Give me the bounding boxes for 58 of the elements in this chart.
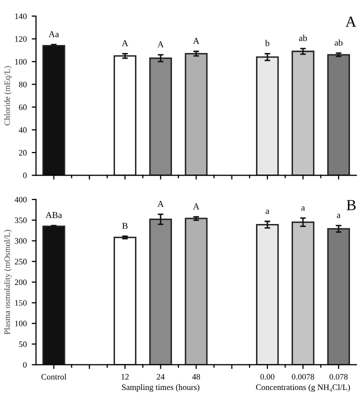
bar	[292, 50, 314, 176]
bar	[292, 222, 314, 365]
data-label: B	[122, 222, 128, 229]
y-tick-label: 150	[15, 300, 27, 306]
y-tick-label: 300	[14, 238, 27, 244]
y-tick-label: 100	[15, 58, 27, 65]
data-label: ab	[299, 34, 307, 42]
bar	[149, 218, 172, 365]
bar	[114, 236, 136, 365]
y-tick-label: 400	[14, 196, 27, 202]
bar	[184, 218, 208, 365]
y-tick-label: 120	[15, 36, 27, 42]
data-label: ABa	[46, 212, 62, 218]
bar	[42, 44, 66, 176]
text: Concentrations (g NH₄Cl/L)	[256, 384, 350, 392]
bar	[327, 228, 350, 365]
bar	[42, 226, 66, 365]
y-tick-label: 60	[18, 104, 27, 110]
y-tick-label: 80	[18, 82, 27, 88]
text: Sampling times (hours)	[122, 384, 200, 392]
data-label: A	[122, 40, 128, 46]
y-tick-label: 40	[18, 127, 27, 133]
data-label: Aa	[48, 31, 59, 38]
y-tick-label: 200	[14, 279, 27, 286]
y-tick-label: 100	[15, 320, 27, 326]
y-tick-label: 0	[23, 172, 27, 178]
bar	[256, 224, 279, 365]
data-label: ab	[334, 39, 343, 46]
y-tick-label: 350	[14, 217, 27, 224]
data-label: b	[265, 40, 270, 46]
data-label: A	[157, 200, 164, 207]
y-axis-title: Chloride (mEq/L)	[4, 66, 12, 126]
x-tick-label: 48	[192, 374, 200, 380]
data-label: A	[193, 203, 200, 210]
x-tick-label: 0.00	[260, 374, 274, 380]
x-tick-label: Control	[41, 374, 66, 380]
x-tick-label: 24	[156, 374, 165, 380]
annotation: B	[346, 200, 356, 210]
bar	[149, 57, 172, 176]
y-tick-label: 0	[23, 362, 27, 368]
y-tick-label: 50	[19, 341, 27, 348]
data-label: a	[301, 206, 305, 211]
x-tick-label: 0.0078	[292, 374, 314, 380]
y-tick-label: 20	[19, 150, 27, 156]
annotation: A	[346, 16, 356, 27]
bar	[184, 52, 208, 176]
y-tick-label: 140	[15, 13, 27, 20]
bar	[256, 56, 279, 176]
y-axis-title: Plasma osmolality (mOsmol/L)	[4, 230, 12, 334]
x-tick-label: 0.078	[330, 374, 348, 380]
data-label: a	[266, 210, 270, 214]
bar	[327, 54, 350, 176]
y-tick-label: 250	[14, 258, 27, 264]
data-label: A	[193, 38, 200, 44]
data-label: a	[336, 214, 340, 218]
bar	[114, 55, 136, 176]
data-label: A	[157, 41, 164, 48]
x-tick-label: 12	[122, 374, 129, 380]
